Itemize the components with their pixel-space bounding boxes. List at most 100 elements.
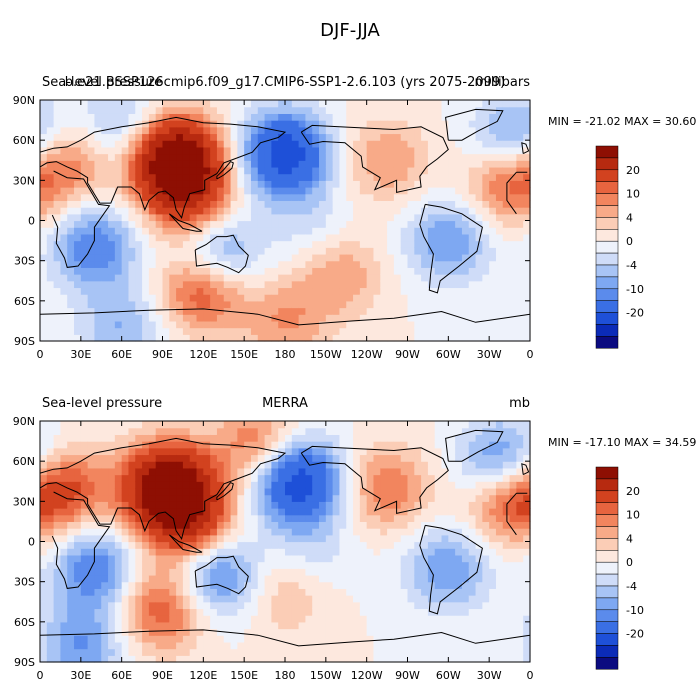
heatmap-cell: [278, 554, 286, 563]
heatmap-cell: [387, 528, 395, 536]
heatmap-cell: [434, 521, 443, 529]
heatmap-cell: [210, 207, 218, 215]
heatmap-cell: [441, 294, 449, 302]
heatmap-cell: [67, 300, 75, 309]
heatmap-cell: [250, 528, 259, 536]
heatmap-cell: [67, 227, 75, 235]
heatmap-cell: [461, 267, 470, 275]
heatmap-cell: [257, 334, 266, 342]
heatmap-cell: [128, 467, 136, 476]
heatmap-cell: [74, 207, 82, 215]
heatmap-cell: [189, 120, 198, 128]
heatmap-cell: [182, 487, 191, 496]
heatmap-cell: [237, 294, 245, 302]
heatmap-cell: [155, 427, 164, 435]
heatmap-cell: [80, 554, 89, 563]
heatmap-cell: [332, 574, 341, 583]
heatmap-cell: [434, 153, 443, 161]
heatmap-cell: [244, 267, 252, 275]
heatmap-cell: [353, 280, 361, 289]
heatmap-cell: [128, 100, 136, 108]
heatmap-cell: [162, 307, 170, 315]
heatmap-cell: [495, 193, 504, 202]
heatmap-cell: [203, 300, 211, 309]
heatmap-cell: [40, 528, 48, 536]
heatmap-cell: [94, 534, 102, 543]
heatmap-cell: [74, 421, 82, 429]
heatmap-cell: [387, 334, 395, 342]
heatmap-cell: [291, 541, 300, 549]
heatmap-cell: [244, 260, 252, 268]
heatmap-cell: [502, 274, 511, 282]
heatmap-cell: [400, 274, 409, 282]
heatmap-cell: [523, 173, 531, 181]
heatmap-cell: [250, 187, 259, 195]
heatmap-cell: [244, 207, 252, 215]
heatmap-cell: [80, 120, 89, 128]
heatmap-cell: [393, 655, 402, 663]
heatmap-cell: [285, 220, 293, 228]
heatmap-cell: [87, 314, 96, 322]
panel-top: Sea-level pressure b.e21.BSSP126cmip6.f09…: [0, 68, 700, 368]
heatmap-cell: [237, 207, 245, 215]
heatmap-cell: [230, 146, 238, 155]
heatmap-cell: [114, 280, 123, 289]
heatmap-cell: [40, 207, 48, 215]
heatmap-cell: [359, 601, 368, 610]
heatmap-cell: [489, 247, 497, 255]
heatmap-cell: [223, 140, 232, 148]
heatmap-cell: [182, 427, 191, 435]
heatmap-cell: [393, 648, 402, 656]
heatmap-cell: [155, 554, 164, 563]
heatmap-cell: [305, 166, 313, 175]
heatmap-cell: [176, 581, 184, 589]
heatmap-cell: [80, 441, 89, 449]
heatmap-cell: [495, 267, 504, 275]
heatmap-cell: [114, 548, 123, 556]
heatmap-cell: [40, 434, 48, 442]
heatmap-cell: [332, 253, 341, 262]
heatmap-cell: [305, 240, 313, 248]
heatmap-cell: [182, 494, 191, 502]
heatmap-cell: [210, 514, 218, 523]
heatmap-cell: [516, 100, 524, 108]
heatmap-cell: [319, 561, 327, 569]
heatmap-cell: [53, 481, 62, 489]
heatmap-cell: [155, 648, 164, 656]
heatmap-cell: [101, 595, 109, 603]
heatmap-cell: [264, 521, 272, 529]
heatmap-cell: [40, 220, 48, 228]
heatmap-cell: [244, 274, 252, 282]
heatmap-cell: [319, 160, 327, 168]
heatmap-cell: [475, 160, 483, 168]
heatmap-cell: [421, 501, 429, 509]
heatmap-cell: [121, 280, 130, 289]
heatmap-cell: [305, 314, 313, 322]
heatmap-cell: [441, 467, 449, 476]
heatmap-cell: [264, 574, 272, 583]
heatmap-cell: [319, 320, 327, 329]
heatmap-cell: [448, 300, 456, 309]
heatmap-cell: [121, 641, 130, 650]
heatmap-cell: [114, 568, 123, 576]
heatmap-cell: [387, 207, 395, 215]
heatmap-cell: [353, 641, 361, 650]
heatmap-cell: [162, 481, 170, 489]
heatmap-cell: [414, 641, 422, 650]
heatmap-cell: [60, 608, 68, 616]
heatmap-cell: [325, 554, 334, 563]
heatmap-cell: [46, 434, 55, 442]
heatmap-cell: [414, 541, 422, 549]
heatmap-cell: [182, 126, 191, 135]
heatmap-cell: [441, 615, 449, 623]
heatmap-cell: [516, 160, 524, 168]
heatmap-cell: [60, 508, 68, 516]
heatmap-cell: [346, 300, 354, 309]
heatmap-cell: [67, 140, 75, 148]
heatmap-cell: [414, 574, 422, 583]
heatmap-cell: [53, 528, 62, 536]
heatmap-cell: [210, 487, 218, 496]
heatmap-cell: [196, 240, 204, 248]
heatmap-cell: [67, 193, 75, 202]
heatmap-cell: [216, 628, 225, 636]
